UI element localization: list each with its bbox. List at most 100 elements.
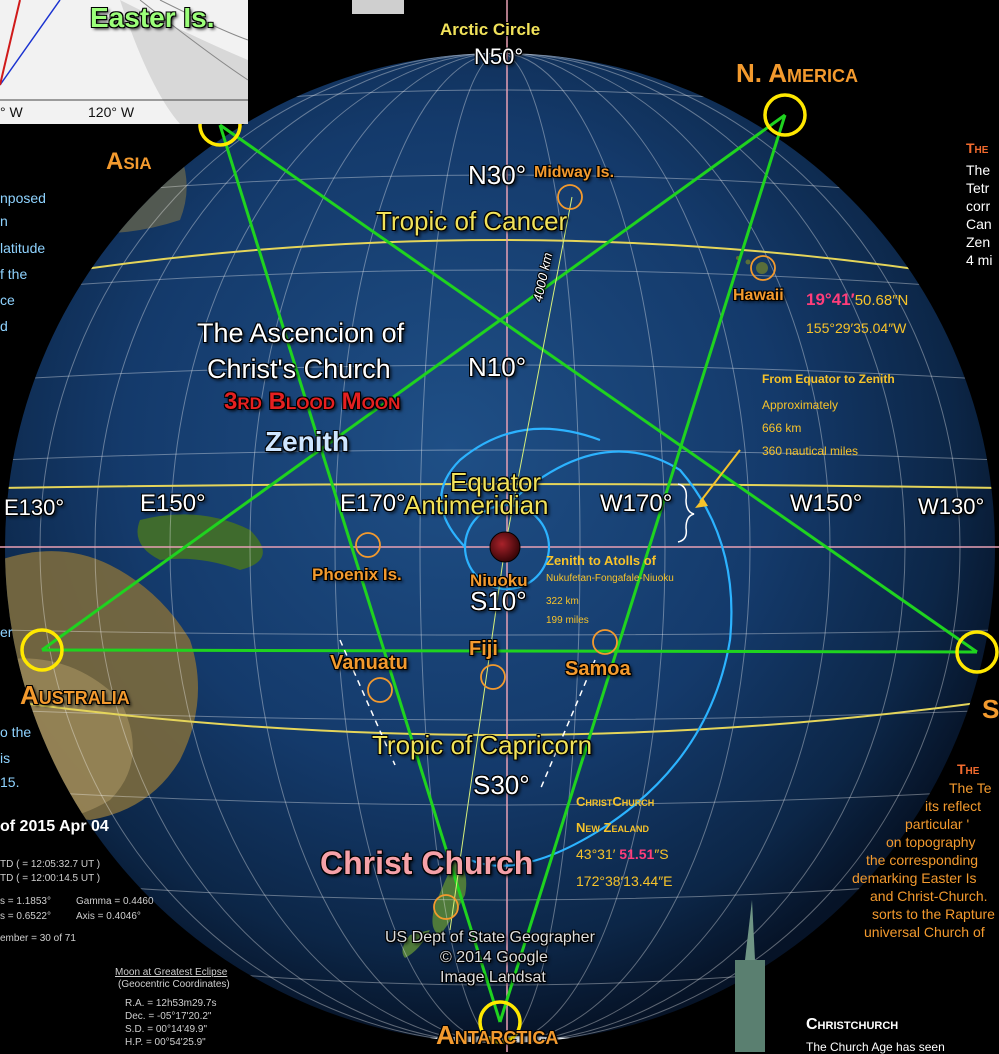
blood-moon-label: 3rd Blood Moon	[224, 388, 401, 415]
credit-line-2: © 2014 Google	[440, 949, 548, 966]
samoa-label: Samoa	[565, 658, 631, 680]
tropic-cancer-label: Tropic of Cancer	[376, 206, 568, 236]
equator-zenith-line-2: 666 km	[762, 421, 802, 435]
lat-s10: S10°	[470, 586, 527, 616]
right-body-3: particular '	[905, 816, 970, 832]
left-text-7: er	[0, 624, 13, 640]
lat-s30: S30°	[473, 770, 530, 800]
equator-line	[5, 483, 995, 489]
eclipse-param-1: s = 1.1853°	[0, 896, 51, 907]
vertex-markers	[20, 93, 999, 1044]
inset-tick-1: ° W	[0, 104, 23, 120]
credit-line-3: Image Landsat	[440, 969, 546, 986]
south-partial-label: S	[982, 694, 999, 724]
hawaii-longitude: 155°29′35.04″W	[806, 320, 907, 336]
moon-subtitle: (Geocentric Coordinates)	[118, 979, 230, 990]
moon-row-3: S.D. = 00°14'49.9"	[125, 1024, 208, 1035]
place-markers	[355, 184, 776, 920]
asia-label: Asia	[106, 148, 152, 175]
australia-label: Australia	[20, 680, 130, 710]
title-line-1: The Ascencion of	[197, 318, 405, 348]
tropic-of-capricorn-line	[5, 699, 995, 736]
right-line-4: Can	[966, 216, 992, 232]
moon-title: Moon at Greatest Eclipse	[115, 967, 228, 978]
eclipse-param-2: Gamma = 0.4460	[76, 896, 154, 907]
left-text-2: n	[0, 213, 8, 229]
atolls-km: 322 km	[546, 596, 579, 607]
christ-church-label: Christ Church	[320, 845, 534, 881]
eclipse-member: ember = 30 of 71	[0, 933, 76, 944]
pentagram	[41, 113, 978, 1023]
lat-n10: N10°	[468, 352, 527, 382]
moon-row-1: R.A. = 12h53m29.7s	[125, 998, 217, 1009]
lon-e170: E170°	[340, 490, 406, 517]
lon-w170: W170°	[600, 490, 673, 517]
eclipse-param-4: Axis = 0.4046°	[76, 911, 141, 922]
vanuatu-label: Vanuatu	[330, 652, 408, 674]
equator-zenith-line-3: 360 nautical miles	[762, 444, 859, 458]
christchurch-heading: Christchurch	[806, 1016, 899, 1033]
tropic-of-cancer-line	[5, 239, 995, 283]
left-text-6: d	[0, 318, 8, 334]
arctic-circle-label: Arctic Circle	[440, 20, 541, 39]
left-text-4: f the	[0, 266, 28, 282]
fiji-label: Fiji	[469, 638, 498, 660]
moon-row-2: Dec. = -05°17'20.2"	[125, 1011, 212, 1022]
right-body-8: sorts to the Rapture	[872, 906, 995, 922]
right-body-9: universal Church of	[864, 924, 985, 940]
right-line-5: Zen	[966, 234, 991, 250]
antimeridian-label: Antimeridian	[404, 490, 549, 520]
right-line-2: Tetr	[966, 180, 990, 196]
left-text-5: ce	[0, 292, 15, 308]
credit-line-1: US Dept of State Geographer	[385, 929, 595, 946]
hawaii-latitude: 19°41′50.68″N	[806, 290, 909, 309]
lat-n50: N50°	[474, 44, 524, 69]
right-heading-2: The	[957, 761, 980, 777]
eclipse-row-2: TD ( = 12:00:14.5 UT )	[0, 873, 101, 884]
right-body-4: on topography	[886, 834, 976, 850]
zenith-label: Zenith	[265, 426, 349, 457]
left-text-3: latitude	[0, 240, 46, 256]
moon-row-4: H.P. = 00°54'25.9"	[125, 1037, 206, 1048]
christchurch-longitude: 172°38′13.44″E	[576, 873, 673, 889]
inset-tick-2: 120° W	[88, 104, 135, 120]
hawaii-label: Hawaii	[733, 287, 784, 304]
right-line-3: corr	[966, 198, 991, 214]
left-text-1: nposed	[0, 190, 46, 206]
atolls-title: Zenith to Atolls of	[546, 553, 656, 568]
right-body-2: its reflect	[925, 798, 982, 814]
blood-moon	[489, 531, 521, 563]
lon-w130: W130°	[918, 494, 985, 519]
right-line-1: The	[966, 162, 991, 178]
equator-zenith-title: From Equator to Zenith	[762, 372, 895, 386]
lat-n30: N30°	[468, 160, 527, 190]
left-text-10: 15.	[0, 774, 20, 790]
christchurch-title-1: ChristChurch	[576, 794, 655, 809]
eclipse-param-3: s = 0.6522°	[0, 911, 51, 922]
midway-label: Midway Is.	[534, 164, 615, 181]
christchurch-title-2: New Zealand	[576, 820, 649, 835]
left-text-9: is	[0, 750, 11, 766]
phoenix-label: Phoenix Is.	[312, 565, 402, 584]
spiral-path	[440, 427, 733, 867]
christchurch-latitude: 43°31′ 51.51″S	[576, 846, 669, 862]
north-america-label: N. America	[736, 58, 859, 88]
left-text-8: o the	[0, 724, 32, 740]
equator-label: Equator	[450, 467, 542, 497]
atolls-line: Nukufetan-Fongafale-Niuoku	[546, 573, 674, 584]
right-body-5: the corresponding	[866, 852, 979, 868]
easter-island-inset	[0, 0, 249, 124]
right-heading: The	[966, 140, 989, 156]
right-body-1: The Te	[949, 780, 992, 796]
right-line-6: 4 mi	[966, 252, 993, 268]
title-line-2: Christ's Church	[207, 354, 391, 384]
eclipse-title: of 2015 Apr 04	[0, 818, 109, 835]
easter-island-label: Easter Is.	[90, 2, 215, 33]
eclipse-row-1: TD ( = 12:05:32.7 UT )	[0, 859, 101, 870]
tropic-capricorn-label: Tropic of Capricorn	[372, 730, 593, 760]
new-guinea-land	[137, 514, 263, 570]
distance-line	[504, 196, 573, 548]
christchurch-body: The Church Age has seen	[806, 1040, 945, 1054]
antarctica-label: Antarctica	[436, 1020, 559, 1050]
